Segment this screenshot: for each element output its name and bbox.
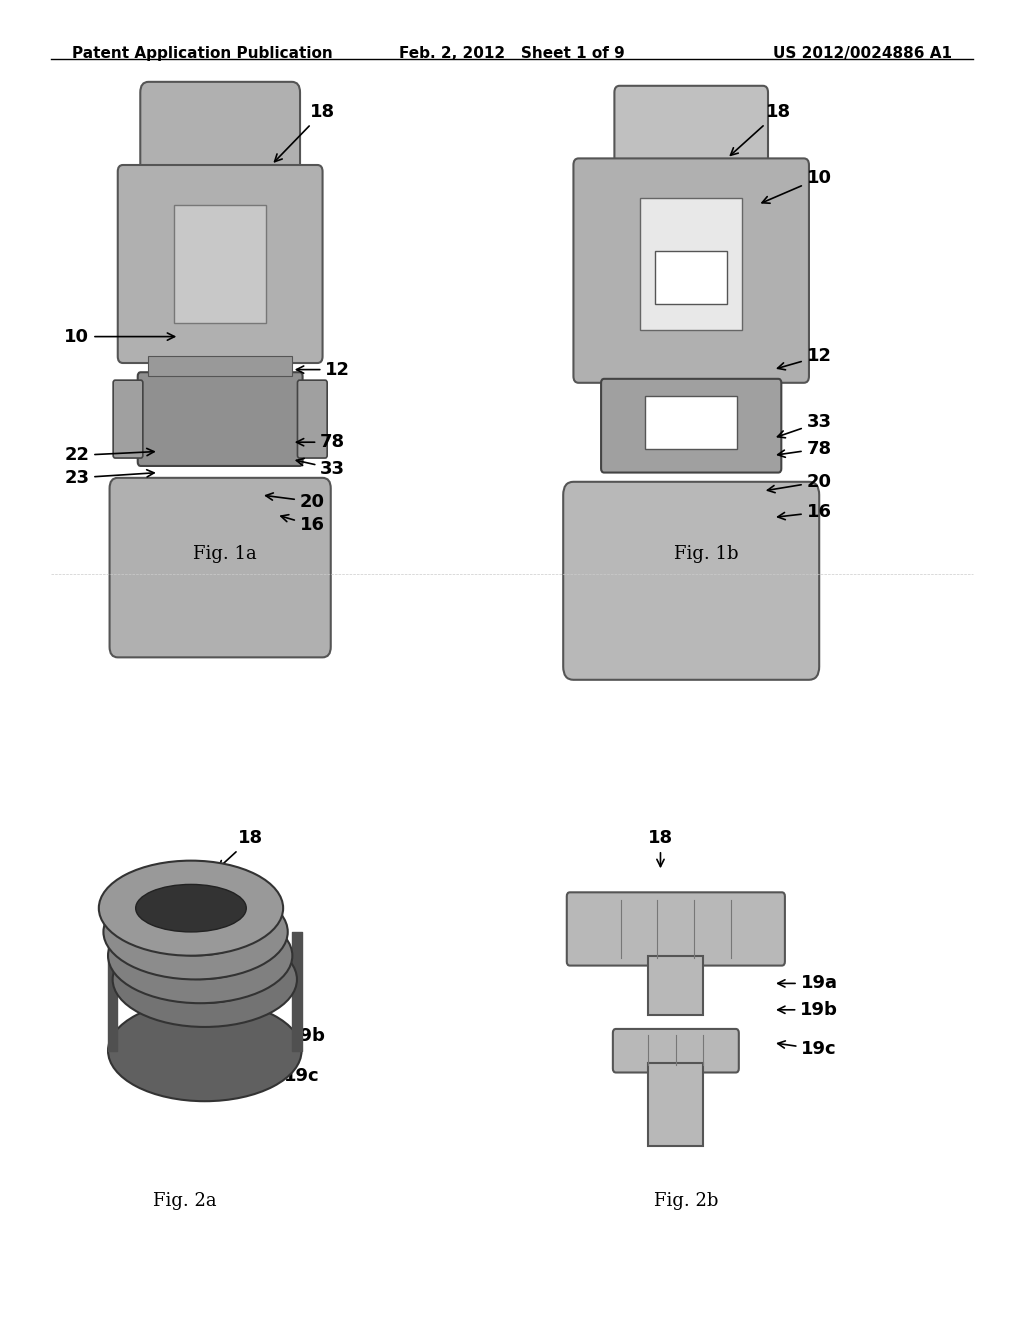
Bar xyxy=(640,198,742,330)
Text: 16: 16 xyxy=(281,515,325,535)
Text: Fig. 2b: Fig. 2b xyxy=(654,1192,718,1210)
Text: 23: 23 xyxy=(65,469,154,487)
Text: US 2012/0024886 A1: US 2012/0024886 A1 xyxy=(773,46,952,61)
Bar xyxy=(648,1063,703,1146)
Ellipse shape xyxy=(109,908,293,1003)
FancyBboxPatch shape xyxy=(140,82,300,195)
Bar xyxy=(655,251,727,304)
Text: Patent Application Publication: Patent Application Publication xyxy=(72,46,333,61)
Ellipse shape xyxy=(135,884,246,932)
Ellipse shape xyxy=(98,861,283,956)
Ellipse shape xyxy=(145,932,256,979)
Text: 19c: 19c xyxy=(777,1040,837,1059)
Text: 78: 78 xyxy=(297,433,345,451)
Text: 19b: 19b xyxy=(778,1001,838,1019)
Text: Fig. 1a: Fig. 1a xyxy=(194,545,257,564)
FancyBboxPatch shape xyxy=(601,379,781,473)
Text: Fig. 2a: Fig. 2a xyxy=(153,1192,216,1210)
Bar xyxy=(174,205,266,323)
FancyBboxPatch shape xyxy=(614,86,768,185)
Text: 18: 18 xyxy=(218,829,263,869)
Ellipse shape xyxy=(103,884,288,979)
Text: 12: 12 xyxy=(777,347,831,370)
Text: 12: 12 xyxy=(297,360,350,379)
Ellipse shape xyxy=(113,932,297,1027)
Ellipse shape xyxy=(140,908,251,956)
Text: 18: 18 xyxy=(730,103,791,156)
Text: 19c: 19c xyxy=(245,1061,319,1085)
Text: Fig. 1b: Fig. 1b xyxy=(675,545,738,564)
FancyBboxPatch shape xyxy=(573,158,809,383)
Text: 10: 10 xyxy=(65,327,174,346)
FancyBboxPatch shape xyxy=(137,372,303,466)
Text: 18: 18 xyxy=(274,103,335,161)
Ellipse shape xyxy=(150,956,260,1003)
Text: 10: 10 xyxy=(762,169,831,203)
FancyBboxPatch shape xyxy=(567,892,784,966)
FancyBboxPatch shape xyxy=(118,165,323,363)
Text: 78: 78 xyxy=(777,440,831,458)
Text: 33: 33 xyxy=(777,413,831,438)
Bar xyxy=(648,956,703,1015)
Text: 19a: 19a xyxy=(778,974,838,993)
Bar xyxy=(645,396,737,449)
Text: 19b: 19b xyxy=(265,1018,326,1045)
Bar xyxy=(148,356,292,376)
Text: 22: 22 xyxy=(65,446,154,465)
Text: 18: 18 xyxy=(648,829,673,866)
Text: 20: 20 xyxy=(265,492,325,511)
FancyBboxPatch shape xyxy=(110,478,331,657)
Text: 20: 20 xyxy=(767,473,831,492)
Text: 16: 16 xyxy=(778,503,831,521)
FancyBboxPatch shape xyxy=(114,380,143,458)
FancyBboxPatch shape xyxy=(612,1030,739,1072)
Ellipse shape xyxy=(109,1001,301,1101)
FancyBboxPatch shape xyxy=(297,380,328,458)
FancyBboxPatch shape xyxy=(563,482,819,680)
Text: Feb. 2, 2012   Sheet 1 of 9: Feb. 2, 2012 Sheet 1 of 9 xyxy=(399,46,625,61)
Text: 33: 33 xyxy=(296,458,345,478)
